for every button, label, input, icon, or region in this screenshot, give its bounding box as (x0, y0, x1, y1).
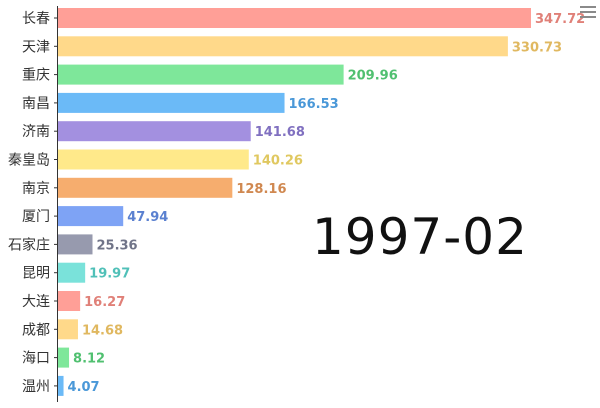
bar-5 (58, 149, 249, 170)
category-label-10: 大连 (22, 294, 50, 310)
category-label-1: 天津 (22, 39, 50, 55)
bar-0 (58, 8, 531, 28)
category-label-11: 成都 (22, 322, 50, 338)
value-label-4: 141.68 (255, 125, 305, 140)
value-label-9: 19.97 (89, 267, 130, 282)
value-label-13: 4.07 (68, 380, 100, 395)
value-label-10: 16.27 (84, 295, 125, 310)
category-label-9: 昆明 (22, 266, 50, 282)
bar-7 (58, 206, 124, 227)
value-label-0: 347.72 (535, 12, 585, 27)
bar-12 (58, 347, 70, 368)
bar-4 (58, 121, 251, 142)
bar-13 (58, 375, 64, 396)
category-label-0: 长春 (22, 11, 50, 27)
category-label-12: 海口 (22, 351, 50, 367)
value-label-12: 8.12 (73, 352, 105, 367)
bar-1 (58, 36, 508, 57)
category-label-13: 温州 (22, 379, 50, 395)
value-label-5: 140.26 (253, 154, 303, 169)
value-label-6: 128.16 (236, 182, 286, 197)
category-label-6: 南京 (22, 181, 50, 197)
bar-11 (58, 319, 78, 340)
hamburger-menu-icon[interactable] (580, 4, 596, 18)
bar-6 (58, 177, 233, 198)
bar-8 (58, 234, 93, 255)
category-label-8: 石家庄 (8, 236, 50, 253)
bar-9 (58, 262, 86, 283)
category-label-4: 济南 (22, 124, 50, 140)
bar-10 (58, 291, 81, 311)
timeline-date-label: 1997-02 (312, 208, 528, 266)
category-label-5: 秦皇岛 (8, 153, 50, 169)
value-label-7: 47.94 (127, 210, 168, 225)
value-label-2: 209.96 (348, 69, 398, 84)
value-label-11: 14.68 (82, 323, 123, 338)
bar-3 (58, 92, 285, 113)
value-label-1: 330.73 (512, 40, 562, 55)
category-label-3: 南昌 (22, 96, 50, 112)
category-label-7: 厦门 (22, 209, 50, 225)
value-label-8: 25.36 (96, 238, 137, 253)
value-label-3: 166.53 (289, 97, 339, 112)
category-label-2: 重庆 (22, 68, 50, 84)
bar-2 (58, 64, 344, 85)
